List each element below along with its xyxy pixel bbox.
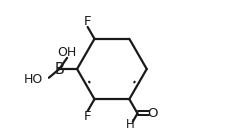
Text: H: H <box>125 118 134 131</box>
Text: F: F <box>84 110 91 123</box>
Text: F: F <box>84 15 91 28</box>
Text: O: O <box>147 107 158 120</box>
Text: B: B <box>54 62 64 76</box>
Text: HO: HO <box>24 73 43 86</box>
Text: OH: OH <box>57 46 76 59</box>
